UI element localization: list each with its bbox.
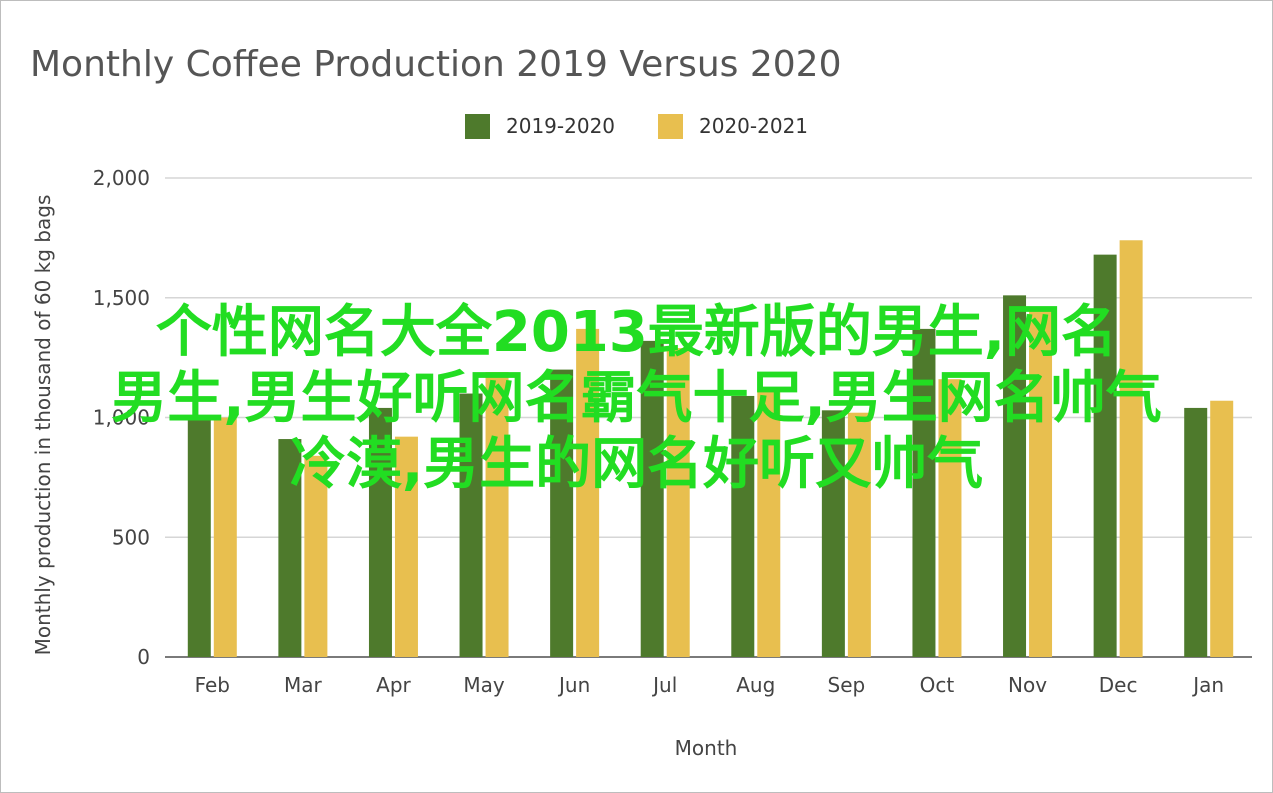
chart-title: Monthly Coffee Production 2019 Versus 20…: [30, 44, 842, 85]
bar: [485, 371, 509, 657]
legend-swatch: [465, 114, 490, 139]
x-tick-label: Feb: [195, 673, 230, 697]
grid: [165, 177, 1252, 658]
y-axis-label: Monthly production in thousand of 60 kg …: [31, 195, 55, 656]
y-tick-label: 500: [112, 525, 150, 549]
bar: [187, 417, 211, 657]
overlay-line-1: 个性网名大全2013最新版的男生,网名: [155, 300, 1118, 365]
x-tick-label: Apr: [376, 673, 411, 697]
x-tick-labels: Feb Mar Apr May Jun Jul Aug Sep Oct Nov Dec Jan: [195, 673, 1225, 697]
x-tick-label: Sep: [828, 673, 866, 697]
y-tick-labels: 0 500 1,000 1,500 2,000: [93, 166, 150, 669]
overlay-line-2: 男生,男生好听网名霸气十足,男生网名帅气: [111, 366, 1162, 431]
y-tick-label: 1,500: [93, 286, 150, 310]
bar: [213, 417, 237, 657]
x-tick-label: Aug: [736, 673, 775, 697]
y-tick-label: 0: [137, 645, 150, 669]
bars: [187, 240, 1234, 657]
bar: [576, 328, 600, 657]
bar: [912, 328, 936, 657]
bar: [550, 369, 574, 657]
overlay-caption: 个性网名大全2013最新版的男生,网名 男生,男生好听网名霸气十足,男生网名帅气…: [0, 300, 1273, 498]
bar: [1184, 407, 1208, 657]
bar: [1003, 295, 1027, 657]
bar: [847, 412, 871, 657]
y-tick-label: 1,000: [93, 406, 150, 430]
legend-label: 2019-2020: [506, 114, 615, 138]
legend-label: 2020-2021: [699, 114, 808, 138]
x-tick-label: Jan: [1191, 673, 1224, 697]
bar: [368, 407, 392, 657]
bar: [304, 455, 328, 657]
x-tick-label: May: [463, 673, 505, 697]
x-tick-label: Dec: [1099, 673, 1138, 697]
bar: [394, 436, 418, 657]
bar: [278, 439, 302, 657]
bar: [757, 388, 781, 657]
bar: [640, 340, 664, 657]
x-tick-label: Jul: [651, 673, 677, 697]
legend: 2019-2020 2020-2021: [465, 114, 808, 139]
bar: [938, 379, 962, 657]
bar: [821, 410, 845, 657]
x-tick-label: Oct: [920, 673, 955, 697]
x-tick-label: Nov: [1008, 673, 1047, 697]
x-tick-label: Mar: [284, 673, 323, 697]
bar: [1093, 254, 1117, 657]
x-tick-label: Jun: [557, 673, 590, 697]
bar: [666, 348, 690, 657]
bar: [1119, 240, 1143, 657]
legend-swatch: [658, 114, 683, 139]
x-axis-label: Month: [675, 736, 738, 760]
overlay-line-3: 冷漠,男生的网名好听又帅气: [289, 432, 984, 497]
bar: [459, 393, 483, 657]
bar: [731, 395, 755, 657]
bar: [1210, 400, 1234, 657]
bar: [1029, 309, 1053, 657]
y-tick-label: 2,000: [93, 166, 150, 190]
